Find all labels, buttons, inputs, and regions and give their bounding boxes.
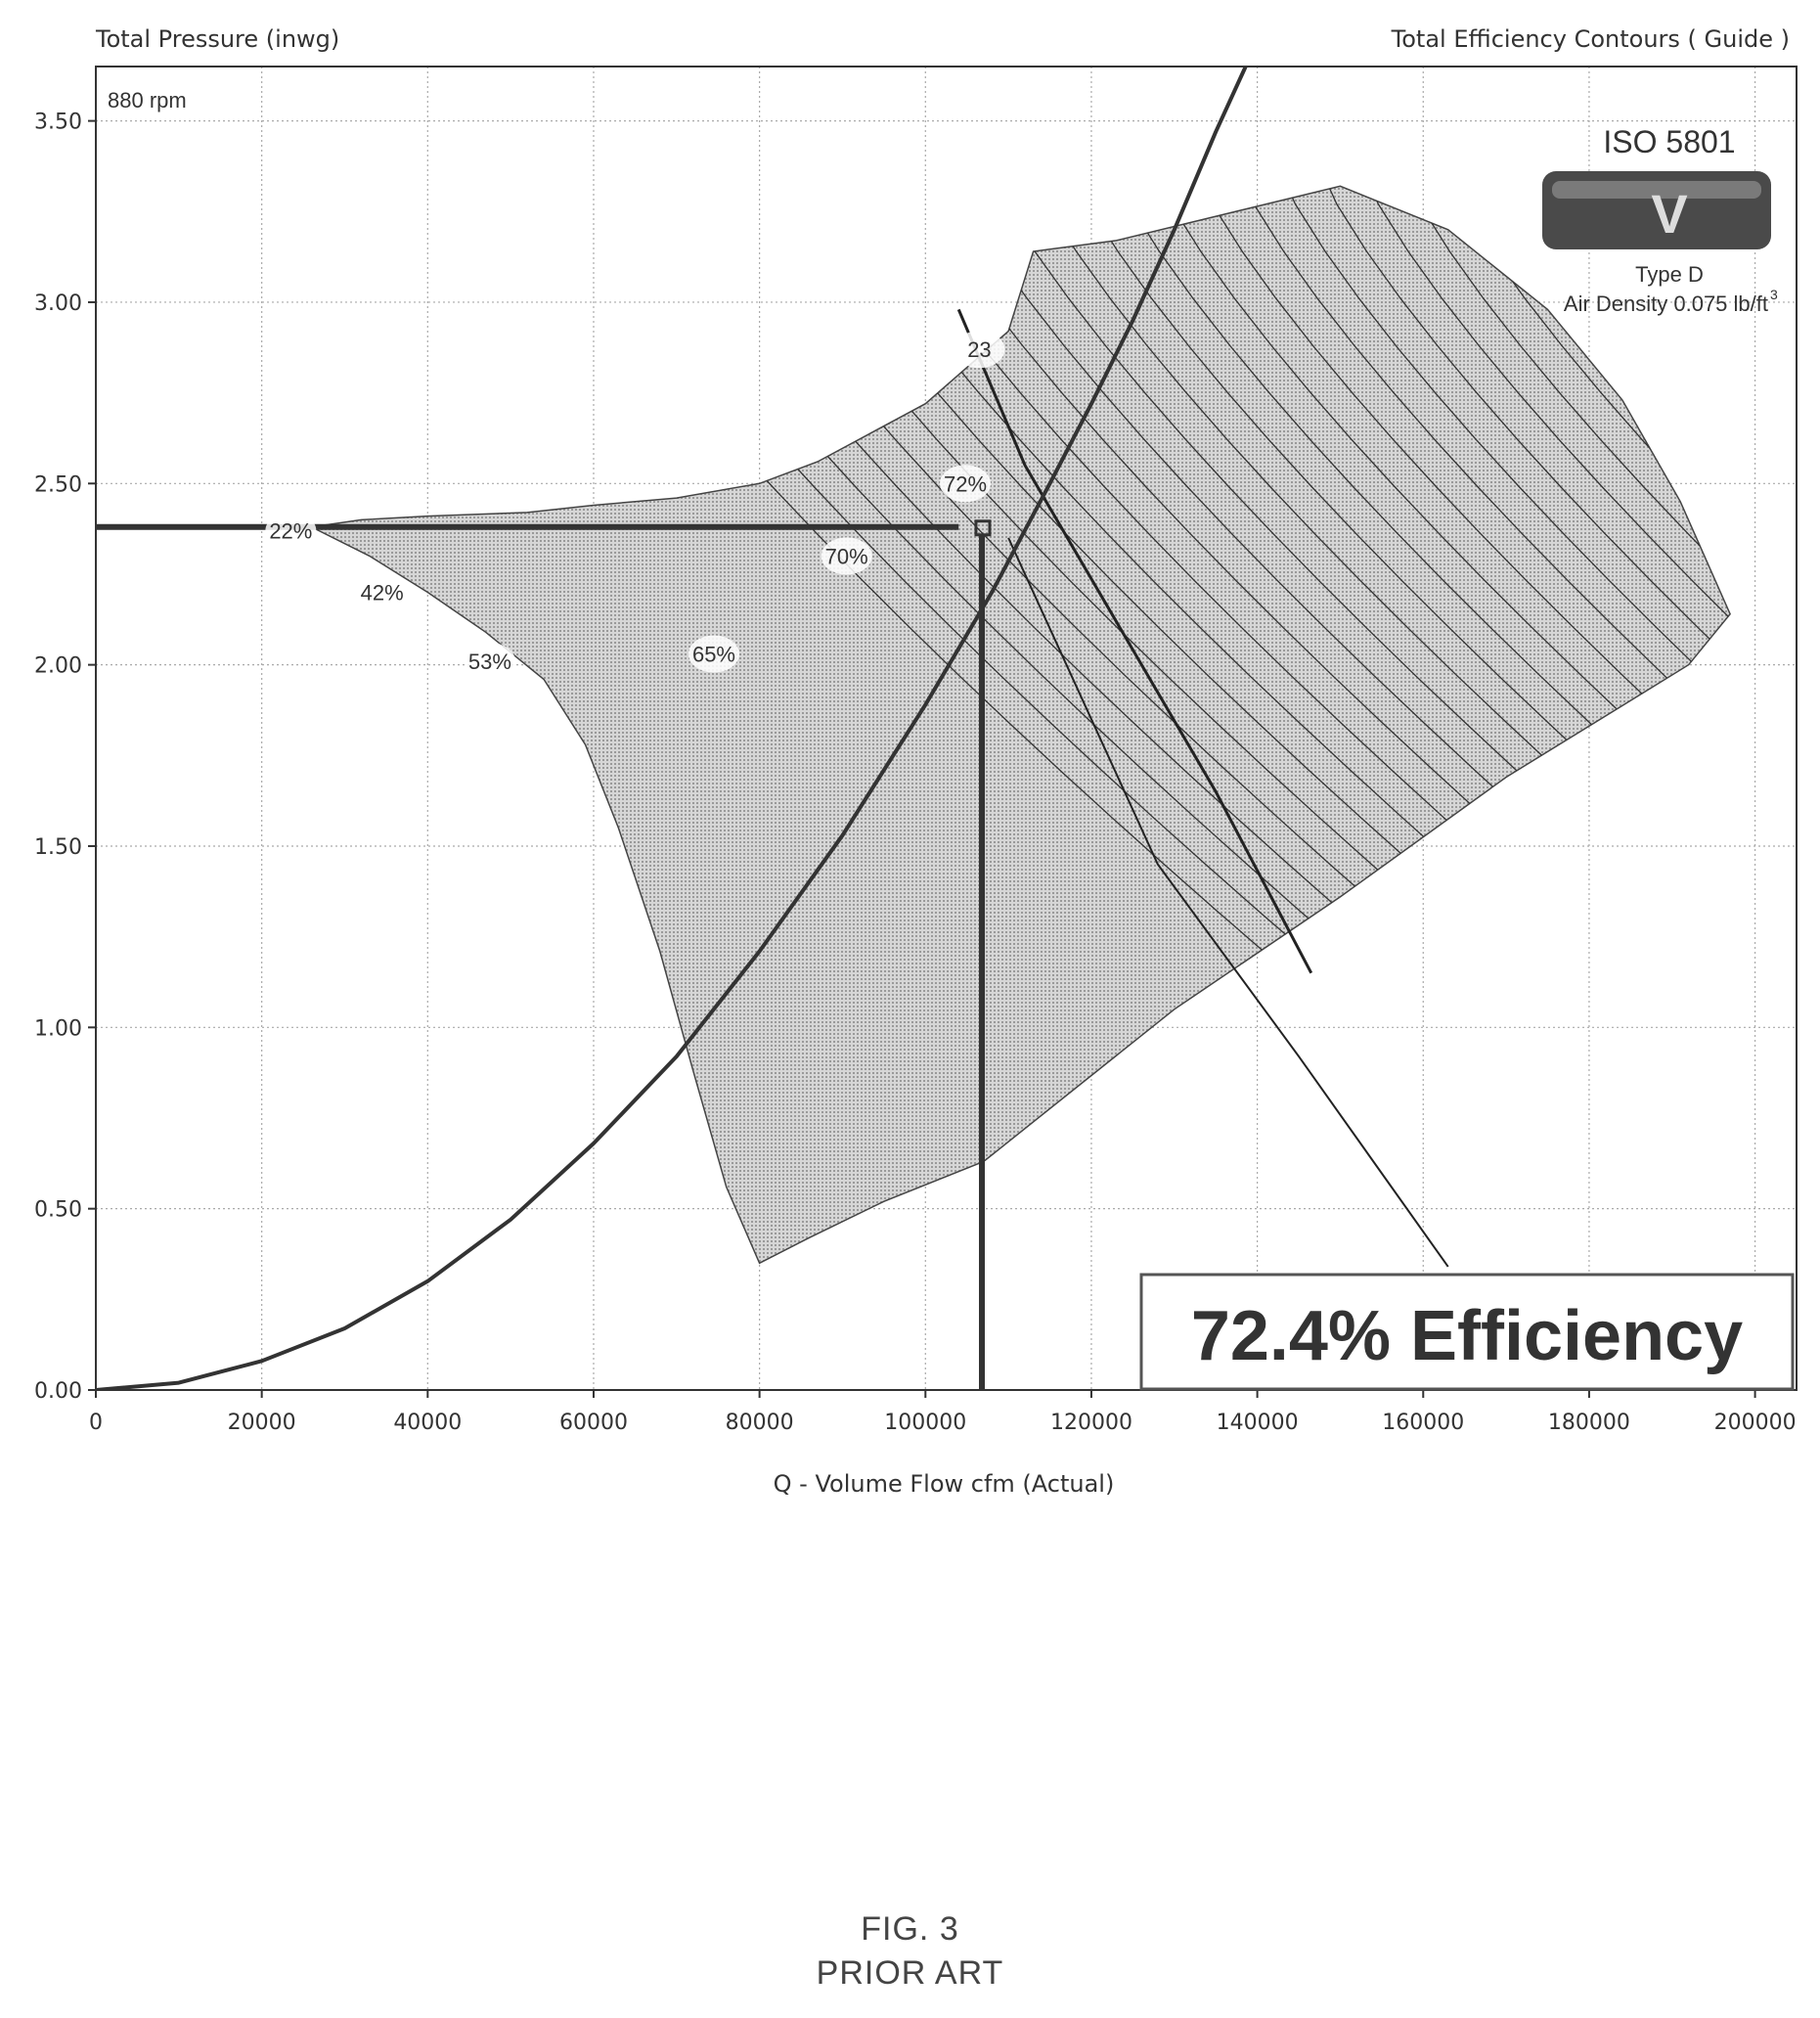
guide-line: [1007, 537, 1449, 1268]
x-tick-label: 0: [89, 1411, 103, 1435]
x-tick-label: 140000: [1217, 1411, 1299, 1435]
contour-line: [1646, 186, 1731, 1264]
contour-line: [1563, 186, 1731, 1264]
y-tick-label: 3.50: [34, 111, 82, 135]
plot-frame: [95, 66, 1798, 1391]
efficiency-label: 70%: [825, 544, 868, 568]
efficiency-label-bg: [821, 537, 872, 575]
efficiency-label-bg: [940, 465, 992, 503]
efficiency-label: 72%: [944, 471, 987, 496]
y-axis-ticks: 0.00 0.50 1.00 1.50 2.00 2.50 3.00 3.50: [34, 111, 96, 1404]
y-tick-label: 2.00: [34, 654, 82, 679]
contour-line: [1439, 186, 1731, 1264]
efficiency-label: 65%: [692, 643, 735, 667]
x-tick-label: 120000: [1050, 1411, 1132, 1435]
contour-line: [1729, 186, 1731, 1264]
efficiency-label: 42%: [361, 580, 404, 605]
y-axis-title: Total Pressure (inwg): [95, 25, 339, 53]
y-tick-label: 1.50: [34, 835, 82, 860]
y-tick-label: 2.50: [34, 472, 82, 497]
efficiency-label-bg: [356, 573, 408, 611]
guide-line: [956, 308, 1313, 974]
efficiency-label-bg: [464, 642, 515, 680]
operating-point-marker: [974, 519, 992, 537]
y-tick-label: 0.00: [34, 1379, 82, 1404]
y-tick-label: 3.00: [34, 291, 82, 316]
contour-line: [941, 186, 1731, 1264]
x-tick-label: 180000: [1548, 1411, 1630, 1435]
efficiency-contour-envelope: [309, 185, 1731, 1265]
result-box-text: 72.4% Efficiency: [1191, 1297, 1743, 1375]
x-tick-label: 160000: [1382, 1411, 1464, 1435]
contour-line: [1355, 186, 1731, 1264]
contour-line: [1065, 186, 1731, 1264]
efficiency-labels: 22% 42% 53% 65% 70% 72% 23: [265, 331, 1005, 680]
x-axis-ticks: 0 20000 40000 60000 80000 100000 120000 140000 1…: [89, 1390, 1797, 1435]
speed-label: 880 rpm: [108, 88, 187, 112]
efficiency-label-bg: [688, 635, 739, 673]
contour-line: [900, 186, 1731, 1264]
badge-density: Air Density 0.075 lb/ft: [1564, 291, 1768, 316]
efficiency-label: 23: [967, 337, 991, 362]
x-axis-label: Q - Volume Flow cfm (Actual): [774, 1470, 1115, 1498]
contour-line: [1107, 186, 1731, 1264]
iso-badge: ISO 5801 V Type D Air Density 0.075 lb/f…: [1542, 124, 1778, 316]
badge-letter: V: [1651, 183, 1687, 245]
contour-line: [1024, 186, 1731, 1264]
y-tick-label: 0.50: [34, 1198, 82, 1223]
badge-bar-shine: [1552, 181, 1761, 199]
fan-curve-chart: Total Pressure (inwg) Total Efficiency C…: [34, 25, 1798, 1498]
efficiency-label: 22%: [269, 518, 312, 543]
efficiency-label-bg: [265, 512, 317, 550]
badge-type: Type D: [1635, 262, 1704, 287]
efficiency-label-bg: [954, 331, 1005, 369]
badge-density-sup: 3: [1770, 287, 1778, 302]
x-tick-label: 80000: [726, 1411, 794, 1435]
efficiency-label: 53%: [468, 650, 511, 674]
figure-caption: FIG. 3: [861, 1910, 959, 1948]
contour-line: [983, 186, 1731, 1264]
result-box-frame: [1139, 1273, 1795, 1391]
y-tick-label: 1.00: [34, 1016, 82, 1041]
x-tick-label: 20000: [228, 1411, 296, 1435]
efficiency-guide-lines: [956, 308, 1449, 1268]
x-tick-label: 100000: [884, 1411, 966, 1435]
result-box: 72.4% Efficiency: [1139, 1273, 1795, 1391]
x-tick-label: 200000: [1714, 1411, 1797, 1435]
series-group: [96, 67, 1248, 1390]
figure-caption-sub: PRIOR ART: [816, 1954, 1004, 1992]
contour-line: [1688, 186, 1731, 1264]
contour-line: [1273, 186, 1731, 1264]
contour-line: [1314, 186, 1731, 1264]
contours-title: Total Efficiency Contours ( Guide ): [1391, 25, 1790, 53]
badge-standard: ISO 5801: [1603, 124, 1735, 159]
x-tick-label: 40000: [393, 1411, 462, 1435]
x-tick-label: 60000: [559, 1411, 628, 1435]
contour-line: [1605, 186, 1731, 1264]
series-system-curve: [96, 67, 1248, 1390]
contour-line: [1398, 186, 1731, 1264]
